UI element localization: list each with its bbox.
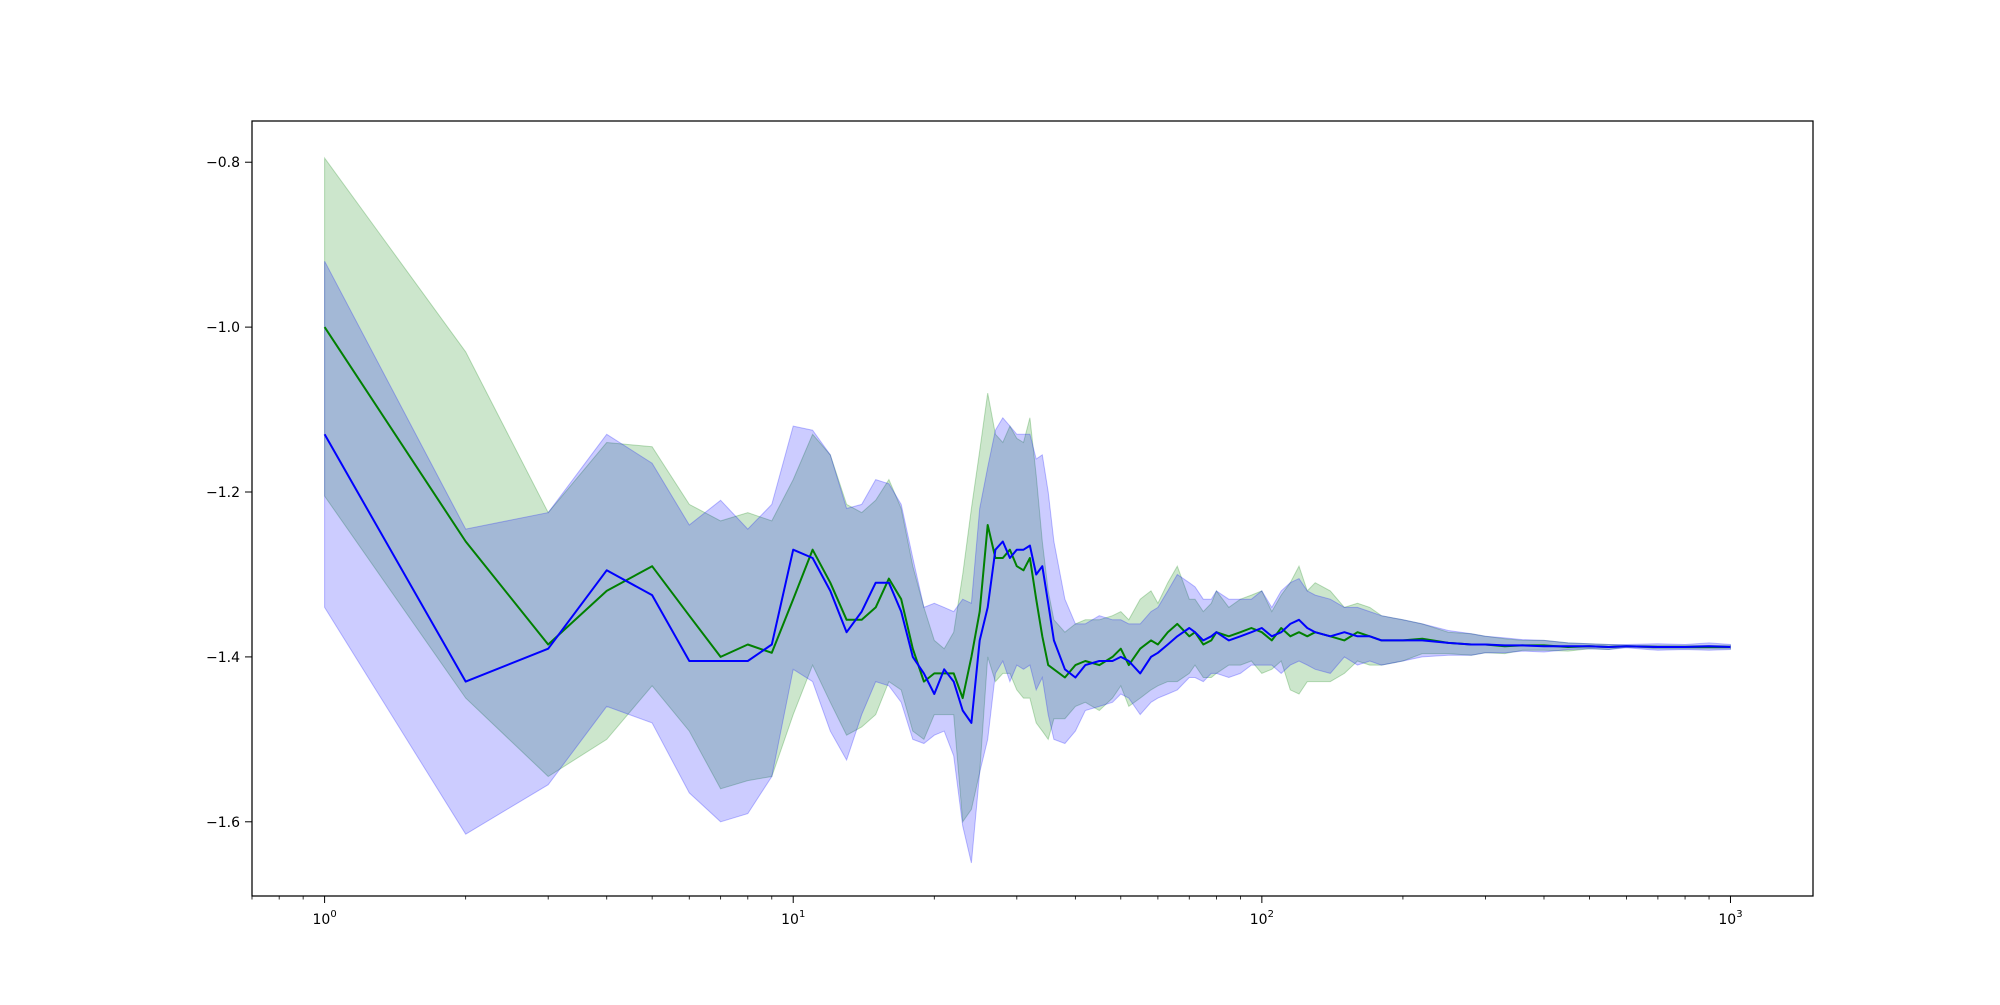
- y-tick-label: −0.8: [206, 155, 240, 171]
- y-axis: −0.8 −1.0 −1.2 −1.4 −1.6: [206, 155, 252, 831]
- x-axis: 100 101 102 103: [251, 896, 1743, 928]
- plot-frame: [251, 120, 1814, 897]
- series-1-line: [323, 326, 1731, 700]
- y-tick-label: −1.2: [206, 485, 240, 501]
- series-1-band: [324, 156, 1731, 824]
- x-tick-label: 101: [781, 909, 805, 928]
- x-tick-label: 100: [312, 909, 336, 928]
- x-tick-label: 103: [1718, 909, 1742, 928]
- y-tick-label: −1.6: [206, 815, 240, 831]
- y-tick-label: −1.0: [206, 320, 240, 336]
- x-tick-label: 102: [1250, 909, 1274, 928]
- series-2-line: [323, 433, 1731, 724]
- series-lines: [323, 326, 1731, 724]
- y-tick-label: −1.4: [206, 650, 240, 666]
